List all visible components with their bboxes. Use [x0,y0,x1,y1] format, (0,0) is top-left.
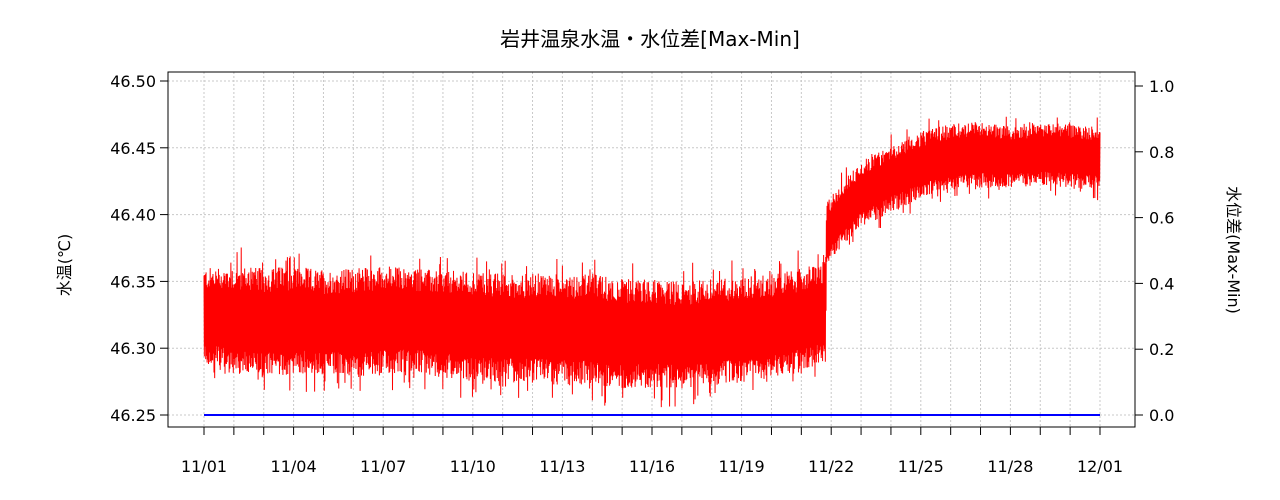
right-tick-label: 1.0 [1149,77,1174,96]
left-tick-label: 46.40 [110,206,156,225]
left-tick-label: 46.35 [110,272,156,291]
left-tick-label: 46.50 [110,72,156,91]
right-tick-label: 0.6 [1149,209,1174,228]
chart-title: 岩井温泉水温・水位差[Max-Min] [500,27,800,51]
x-tick-label: 11/07 [360,457,406,476]
x-tick-label: 11/13 [539,457,585,476]
x-tick-label: 11/19 [719,457,765,476]
x-axis: 11/01 11/04 11/07 11/10 11/13 11/16 11/19 11/22… [181,427,1123,476]
x-tick-label: 11/01 [181,457,227,476]
right-axis: 0.0 0.2 0.4 0.6 0.8 1.0 [1135,77,1174,425]
right-tick-label: 0.2 [1149,340,1174,359]
left-axis-label: 水温(℃) [55,234,74,296]
water-temperature-line [203,116,1101,408]
x-tick-label: 11/25 [898,457,944,476]
right-tick-label: 0.4 [1149,274,1174,293]
x-tick-label: 11/16 [629,457,675,476]
x-tick-label: 12/01 [1077,457,1123,476]
x-tick-label: 11/04 [271,457,317,476]
right-tick-label: 0.8 [1149,143,1174,162]
x-tick-label: 11/10 [450,457,496,476]
series-water-temperature [203,116,1101,408]
right-axis-label: 水位差(Max-Min) [1224,186,1243,314]
left-tick-label: 46.25 [110,406,156,425]
left-tick-label: 46.30 [110,339,156,358]
left-axis: 46.25 46.30 46.35 46.40 46.45 46.50 [110,72,168,425]
x-tick-label: 11/22 [808,457,854,476]
right-tick-label: 0.0 [1149,406,1174,425]
x-tick-label: 11/28 [987,457,1033,476]
left-tick-label: 46.45 [110,139,156,158]
